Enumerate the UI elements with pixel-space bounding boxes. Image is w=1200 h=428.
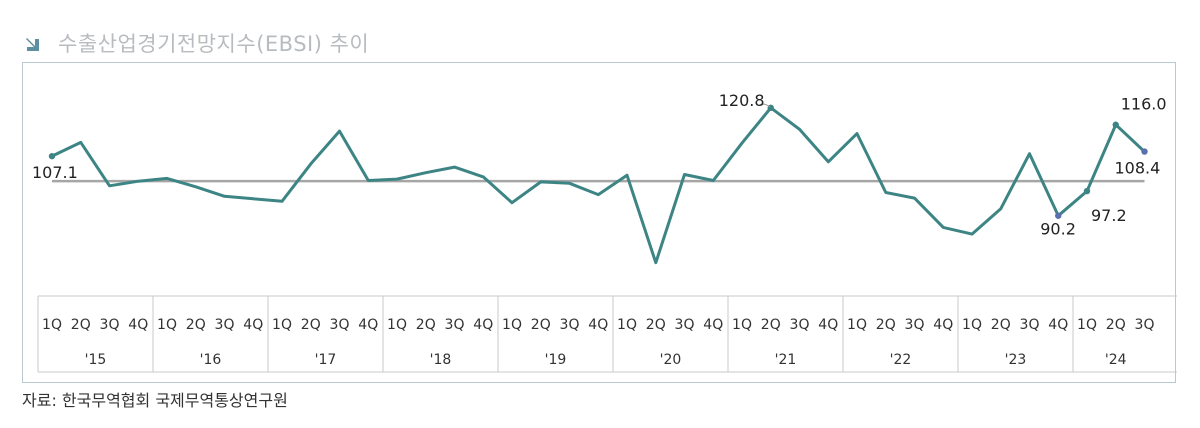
x-year-label: '20 <box>660 352 682 368</box>
arrow-down-right-icon <box>22 30 48 56</box>
x-tick-label: 1Q <box>962 317 982 333</box>
x-tick-label: 1Q <box>387 317 407 333</box>
x-tick-label: 1Q <box>1077 317 1097 333</box>
x-tick-label: 2Q <box>531 317 551 333</box>
x-tick-label: 3Q <box>675 317 695 333</box>
x-tick-label: 1Q <box>732 317 752 333</box>
x-tick-label: 4Q <box>1048 317 1068 333</box>
line-chart: 107.1 120.8 90.2 97.2 116.0 108.4 1Q 2Q 3Q 4Q 1Q 2Q… <box>32 91 1177 373</box>
x-tick-label: 1Q <box>157 317 177 333</box>
x-tick-label: 2Q <box>876 317 896 333</box>
x-tick-label: 4Q <box>358 317 378 333</box>
x-tick-label: 3Q <box>445 317 465 333</box>
data-label: 90.2 <box>1040 220 1076 239</box>
x-tick-label: 1Q <box>42 317 62 333</box>
x-tick-label: 4Q <box>818 317 838 333</box>
x-tick-label: 3Q <box>560 317 580 333</box>
x-tick-label: 4Q <box>128 317 148 333</box>
data-label: 107.1 <box>32 163 78 182</box>
data-point-marker <box>48 152 56 160</box>
x-tick-label: 4Q <box>473 317 493 333</box>
x-tick-label: 3Q <box>215 317 235 333</box>
x-tick-label: 3Q <box>100 317 120 333</box>
data-label: 116.0 <box>1121 95 1167 114</box>
x-year-label: '23 <box>1005 352 1027 368</box>
x-tick-label: 2Q <box>1106 317 1126 333</box>
x-tick-label: 2Q <box>186 317 206 333</box>
x-tick-label: 3Q <box>790 317 810 333</box>
x-tick-label: 4Q <box>243 317 263 333</box>
x-tick-label: 2Q <box>416 317 436 333</box>
x-year-label: '18 <box>430 352 452 368</box>
x-year-label: '15 <box>85 352 107 368</box>
x-year-label: '21 <box>775 352 797 368</box>
data-label: 97.2 <box>1091 206 1127 225</box>
x-year-label: '17 <box>315 352 337 368</box>
x-tick-label: 1Q <box>617 317 637 333</box>
data-point-marker <box>1083 187 1091 195</box>
data-point-marker <box>1112 121 1119 128</box>
x-tick-label: 1Q <box>847 317 867 333</box>
x-tick-label: 3Q <box>905 317 925 333</box>
series-line <box>50 106 1146 265</box>
chart-header: 수출산업경기전망지수(EBSI) 추이 <box>22 28 369 58</box>
x-tick-label: 4Q <box>933 317 953 333</box>
data-point-marker <box>1055 212 1062 219</box>
x-tick-label: 3Q <box>330 317 350 333</box>
x-tick-label: 4Q <box>703 317 723 333</box>
x-tick-label: 2Q <box>991 317 1011 333</box>
x-year-label: '22 <box>890 352 912 368</box>
x-tick-label: 4Q <box>588 317 608 333</box>
data-label: 120.8 <box>719 91 765 110</box>
x-tick-label: 1Q <box>502 317 522 333</box>
x-tick-label: 2Q <box>761 317 781 333</box>
data-label: 108.4 <box>1115 159 1161 178</box>
label-leader-line <box>759 103 771 108</box>
x-year-label: '19 <box>545 352 567 368</box>
source-note: 자료: 한국무역협회 국제무역통상연구원 <box>22 391 288 410</box>
data-point-marker <box>1141 148 1148 155</box>
x-tick-label: 3Q <box>1135 317 1155 333</box>
chart-title: 수출산업경기전망지수(EBSI) 추이 <box>58 32 370 56</box>
x-year-label: '16 <box>200 352 222 368</box>
chart-container: 107.1 120.8 90.2 97.2 116.0 108.4 1Q 2Q 3Q 4Q 1Q 2Q… <box>22 62 1177 383</box>
x-year-label: '24 <box>1105 352 1127 368</box>
x-tick-label: 2Q <box>646 317 666 333</box>
x-tick-label: 3Q <box>1020 317 1040 333</box>
x-tick-label: 2Q <box>71 317 91 333</box>
x-tick-label: 2Q <box>301 317 321 333</box>
x-tick-label: 1Q <box>272 317 292 333</box>
